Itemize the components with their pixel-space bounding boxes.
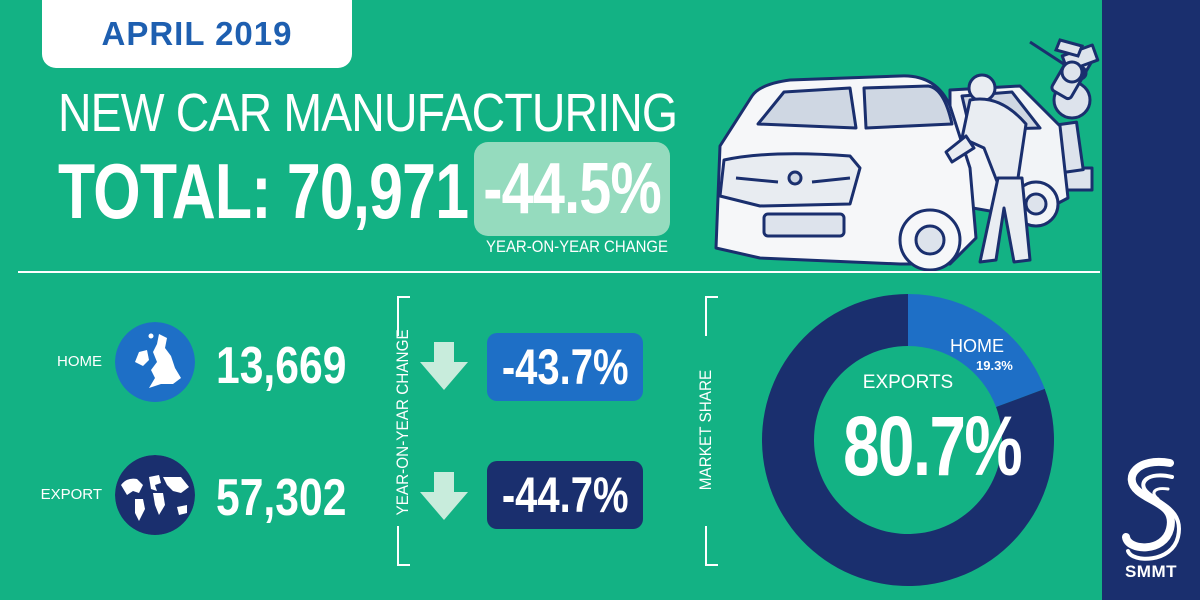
export-change-badge: -44.7%: [487, 461, 643, 529]
export-label: EXPORT: [40, 486, 102, 503]
home-share-value: 19.3%: [976, 358, 1013, 373]
total-production: TOTAL: 70,971: [58, 147, 469, 235]
exports-share-value-text: 80.7%: [843, 399, 1023, 493]
date-label: APRIL 2019: [101, 15, 293, 52]
total-change-badge: -44.5%: [474, 142, 670, 236]
uk-map-icon: [115, 322, 195, 402]
yoy-bracket: [397, 296, 410, 566]
home-share-label: HOME: [950, 336, 1004, 356]
exports-share-label: EXPORTS: [862, 372, 954, 393]
market-share-label: MARKET SHARE: [696, 369, 715, 491]
market-share-donut-chart: [762, 294, 1054, 586]
brand-name: SMMT: [1124, 562, 1178, 581]
home-change-badge: -43.7%: [487, 333, 643, 401]
page-title: NEW CAR MANUFACTURING: [58, 83, 678, 143]
export-change-value: -44.7%: [501, 467, 629, 523]
down-arrow-icon: [420, 342, 468, 390]
home-change-value: -43.7%: [501, 339, 629, 395]
car-factory-illustration: [714, 38, 1100, 272]
market-share-bracket: [705, 296, 718, 566]
down-arrow-icon: [420, 472, 468, 520]
date-tab: APRIL 2019: [42, 0, 352, 68]
donut-slice-exports: [762, 294, 1054, 586]
smmt-logo-icon: [1122, 457, 1181, 561]
total-change-value: -44.5%: [483, 149, 662, 229]
exports-share-value: 80.7%: [818, 398, 1023, 495]
donut-slice-home: [908, 294, 1045, 408]
world-map-icon: [115, 455, 195, 535]
yoy-bracket-label: YEAR-ON-YEAR CHANGE: [393, 329, 412, 516]
home-value: 13,669: [216, 337, 347, 395]
home-label: HOME: [57, 353, 102, 370]
section-divider: [18, 271, 1100, 273]
total-change-caption: YEAR-ON-YEAR CHANGE: [486, 237, 669, 256]
export-value: 57,302: [216, 469, 347, 527]
